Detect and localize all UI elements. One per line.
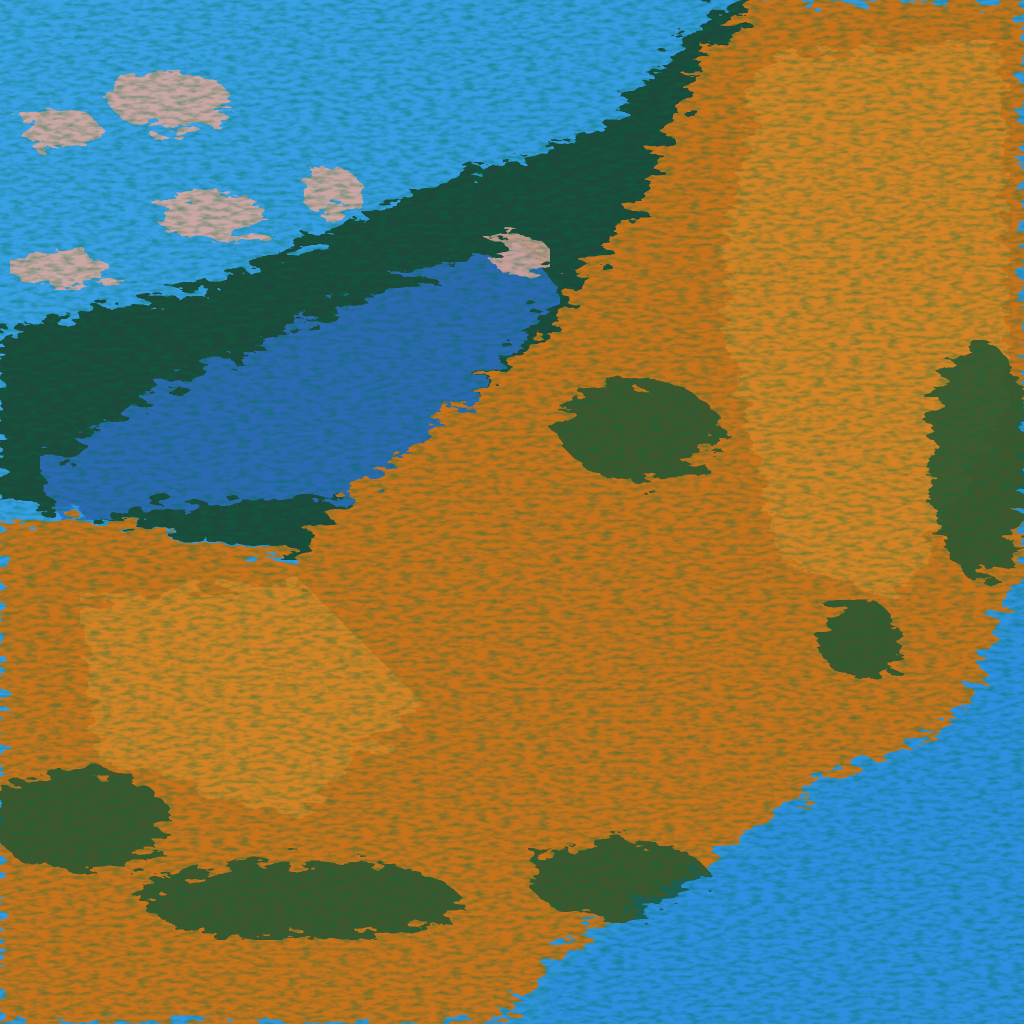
- texture-overlay: [0, 0, 1024, 1024]
- satellite-image: [0, 0, 1024, 1024]
